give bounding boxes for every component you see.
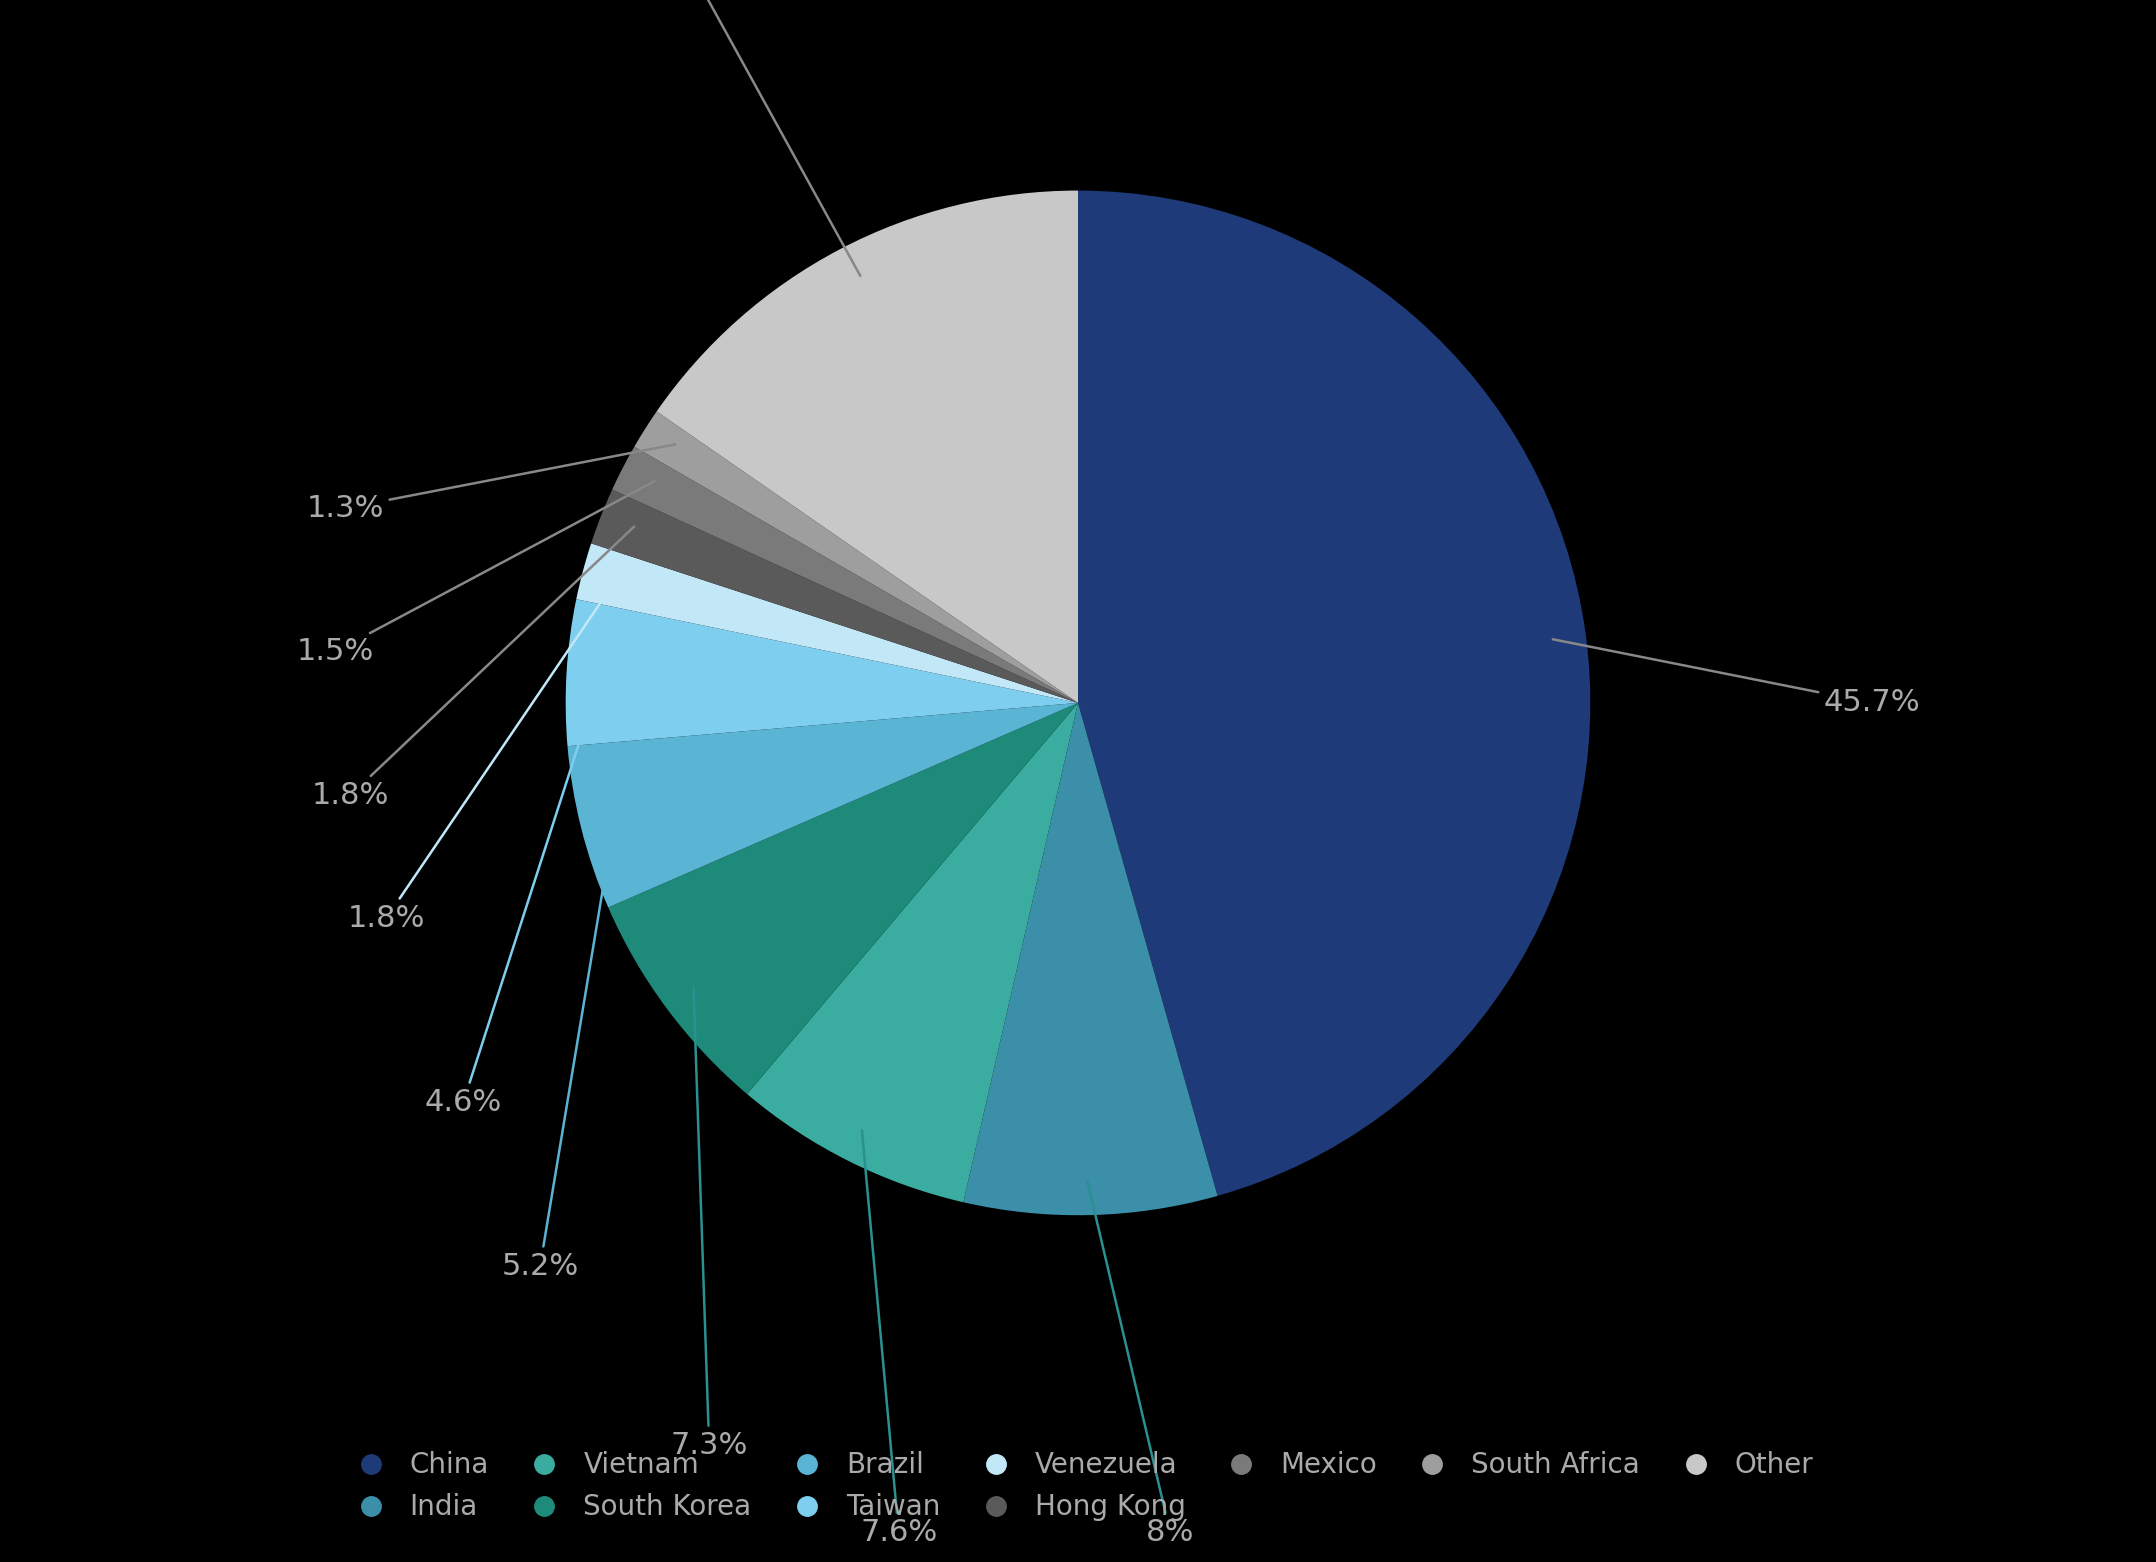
Wedge shape [565,600,1078,747]
Text: 7.6%: 7.6% [860,1131,938,1548]
Text: 1.8%: 1.8% [313,526,634,809]
Text: 1.8%: 1.8% [347,578,617,933]
Wedge shape [634,411,1078,703]
Legend: China, India, Vietnam, South Korea, Brazil, Taiwan, Venezuela, Hong Kong, Mexico: China, India, Vietnam, South Korea, Braz… [332,1440,1824,1532]
Text: 15.4%: 15.4% [610,0,860,276]
Wedge shape [591,489,1078,703]
Wedge shape [576,544,1078,703]
Text: 1.3%: 1.3% [306,444,675,523]
Wedge shape [567,703,1078,908]
Text: 45.7%: 45.7% [1552,639,1921,717]
Text: 5.2%: 5.2% [502,818,614,1281]
Wedge shape [746,703,1078,1203]
Text: 1.5%: 1.5% [298,481,655,665]
Wedge shape [612,447,1078,703]
Text: 8%: 8% [1087,1182,1194,1548]
Text: 4.6%: 4.6% [425,673,602,1117]
Wedge shape [608,703,1078,1093]
Text: 7.3%: 7.3% [671,987,748,1460]
Wedge shape [1078,191,1591,1196]
Wedge shape [658,191,1078,703]
Wedge shape [964,703,1218,1215]
